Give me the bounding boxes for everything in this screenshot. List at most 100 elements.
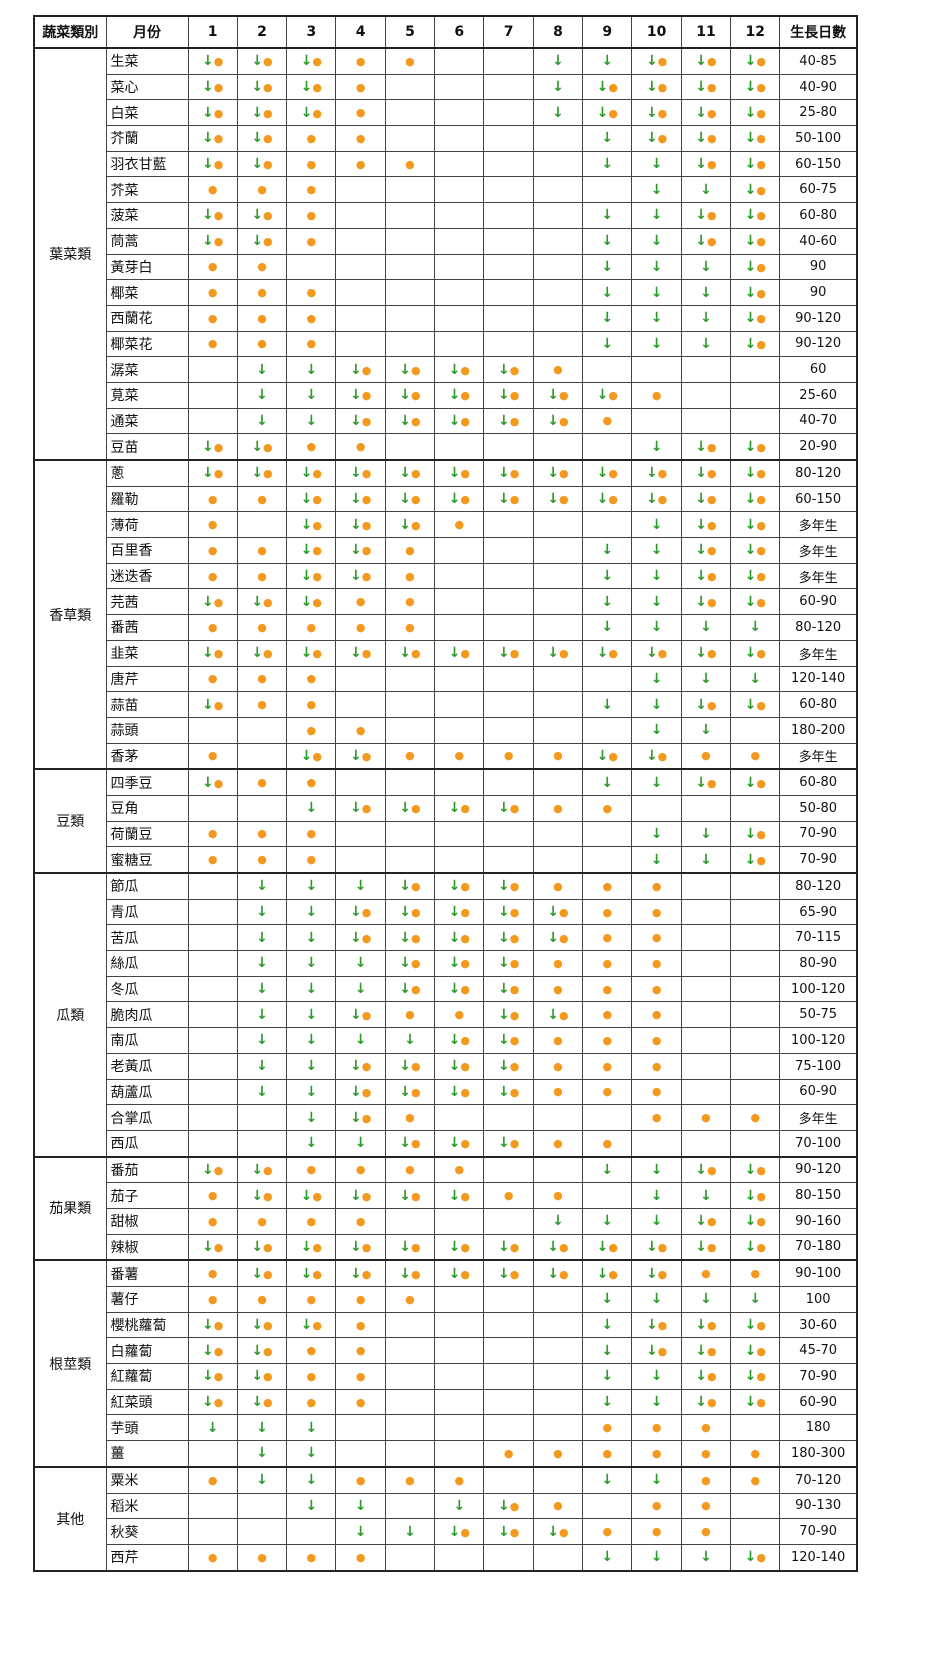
month-cell: ↓● bbox=[335, 1259, 386, 1288]
month-cell: ↓● bbox=[286, 562, 337, 590]
month-cell: ● bbox=[286, 665, 337, 693]
month-cell: ● bbox=[532, 1182, 584, 1209]
month-cell: ↓● bbox=[730, 1233, 781, 1261]
category-cell: 豆類 bbox=[33, 768, 107, 874]
month-cell bbox=[730, 1129, 781, 1158]
month-cell bbox=[434, 1286, 485, 1313]
month-cell bbox=[384, 1543, 436, 1572]
month-cell: ↓● bbox=[187, 99, 238, 127]
month-cell bbox=[532, 820, 584, 848]
month-cell bbox=[582, 1182, 633, 1209]
month-cell: ↓ bbox=[631, 846, 682, 874]
month-cell: ↓● bbox=[680, 1207, 732, 1235]
table-row: 合掌瓜 ↓ ↓● ● ● ● ● 多年生 bbox=[34, 1104, 858, 1131]
month-cell: ↓● bbox=[384, 1078, 436, 1106]
category-cell: 香草類 bbox=[33, 458, 107, 770]
vegetable-name: 香茅 bbox=[105, 742, 189, 770]
month-cell: ↓ bbox=[286, 1078, 337, 1106]
month-cell: ↓● bbox=[631, 99, 682, 127]
growth-days: 90-100 bbox=[779, 1259, 858, 1288]
month-cell bbox=[483, 1388, 534, 1416]
month-cell: ↓● bbox=[434, 1129, 485, 1158]
month-cell: ● bbox=[434, 511, 485, 539]
month-cell bbox=[187, 924, 238, 952]
month-cell bbox=[434, 433, 485, 461]
month-cell: ↓● bbox=[434, 1027, 485, 1054]
month-cell bbox=[187, 950, 238, 977]
month-cell bbox=[286, 1518, 337, 1545]
month-cell bbox=[434, 1543, 485, 1572]
month-cell: ↓● bbox=[187, 1363, 238, 1390]
month-cell: ↓● bbox=[286, 46, 337, 75]
month-cell: ↓ bbox=[680, 279, 732, 306]
month-cell: ↓ bbox=[286, 381, 337, 409]
month-cell bbox=[532, 1465, 584, 1494]
month-cell: ↓● bbox=[335, 1233, 386, 1261]
month-cell: ● bbox=[286, 1286, 337, 1313]
month-cell: ● bbox=[532, 1078, 584, 1106]
month-cell: ↓● bbox=[532, 924, 584, 952]
month-cell bbox=[532, 846, 584, 874]
month-cell bbox=[483, 99, 534, 127]
vegetable-name: 潺菜 bbox=[105, 356, 189, 383]
month-cell: ● bbox=[286, 202, 337, 229]
month-cell: ↓ bbox=[236, 1465, 288, 1494]
month-cell bbox=[680, 871, 732, 900]
header-cell: 8 bbox=[532, 15, 584, 49]
month-cell bbox=[680, 975, 732, 1003]
month-cell: ● bbox=[384, 562, 436, 590]
growth-days: 多年生 bbox=[779, 537, 858, 564]
month-cell: ↓● bbox=[384, 511, 436, 539]
table-row: 辣椒 ↓● ↓● ↓● ↓● ↓● ↓● ↓● ↓● ↓● ↓● ↓● ↓● 70-180 bbox=[34, 1233, 858, 1261]
month-cell: ● bbox=[236, 1207, 288, 1235]
month-cell: ● bbox=[384, 537, 436, 564]
month-cell: ↓● bbox=[680, 588, 732, 616]
growth-days: 70-90 bbox=[779, 1518, 858, 1545]
category-cell: 其他 bbox=[33, 1465, 107, 1572]
vegetable-name: 四季豆 bbox=[105, 768, 189, 796]
month-cell: ↓● bbox=[384, 950, 436, 977]
month-cell bbox=[384, 1388, 436, 1416]
month-cell: ↓ bbox=[582, 1543, 633, 1572]
month-cell bbox=[236, 742, 288, 770]
table-row: 黃芽白 ● ● ↓ ↓ ↓ ↓● 90 bbox=[34, 253, 858, 281]
month-cell: ● bbox=[631, 381, 682, 409]
header-cell: 4 bbox=[335, 15, 386, 49]
month-cell: ↓● bbox=[236, 1182, 288, 1209]
vegetable-name: 茄子 bbox=[105, 1182, 189, 1209]
month-cell: ↓● bbox=[680, 537, 732, 564]
month-cell bbox=[680, 794, 732, 822]
month-cell bbox=[335, 176, 386, 204]
month-cell: ↓ bbox=[680, 614, 732, 641]
month-cell bbox=[236, 1492, 288, 1520]
month-cell bbox=[187, 1440, 238, 1468]
month-cell bbox=[532, 588, 584, 616]
month-cell: ↓● bbox=[483, 1233, 534, 1261]
month-cell: ↓● bbox=[730, 253, 781, 281]
table-row: 菠菜 ↓● ↓● ● ↓ ↓ ↓● ↓● 60-80 bbox=[34, 202, 858, 229]
month-cell: ↓ bbox=[680, 1286, 732, 1313]
month-cell: ● bbox=[286, 716, 337, 744]
month-cell: ↓● bbox=[582, 1259, 633, 1288]
month-cell: ↓● bbox=[384, 898, 436, 926]
month-cell: ● bbox=[286, 614, 337, 641]
vegetable-name: 生菜 bbox=[105, 46, 189, 75]
month-cell: ↓● bbox=[680, 768, 732, 796]
table-row: 芥蘭 ↓● ↓● ● ● ↓ ↓● ↓● ↓● 50-100 bbox=[34, 125, 858, 152]
month-cell: ↓● bbox=[335, 562, 386, 590]
month-cell: ↓● bbox=[582, 742, 633, 770]
month-cell: ● bbox=[631, 924, 682, 952]
month-cell: ↓● bbox=[483, 356, 534, 383]
table-row: 苦瓜 ↓ ↓ ↓● ↓● ↓● ↓● ↓● ● ● 70-115 bbox=[34, 924, 858, 952]
table-row: 秋葵 ↓ ↓ ↓● ↓● ↓● ● ● ● 70-90 bbox=[34, 1518, 858, 1545]
month-cell: ● bbox=[631, 1440, 682, 1468]
month-cell: ↓● bbox=[680, 73, 732, 101]
month-cell bbox=[582, 846, 633, 874]
month-cell: ● bbox=[631, 1027, 682, 1054]
month-cell bbox=[582, 433, 633, 461]
month-cell: ↓● bbox=[483, 639, 534, 667]
month-cell: ● bbox=[631, 1001, 682, 1029]
month-cell bbox=[483, 1337, 534, 1365]
month-cell bbox=[483, 1155, 534, 1184]
month-cell: ↓● bbox=[680, 485, 732, 513]
